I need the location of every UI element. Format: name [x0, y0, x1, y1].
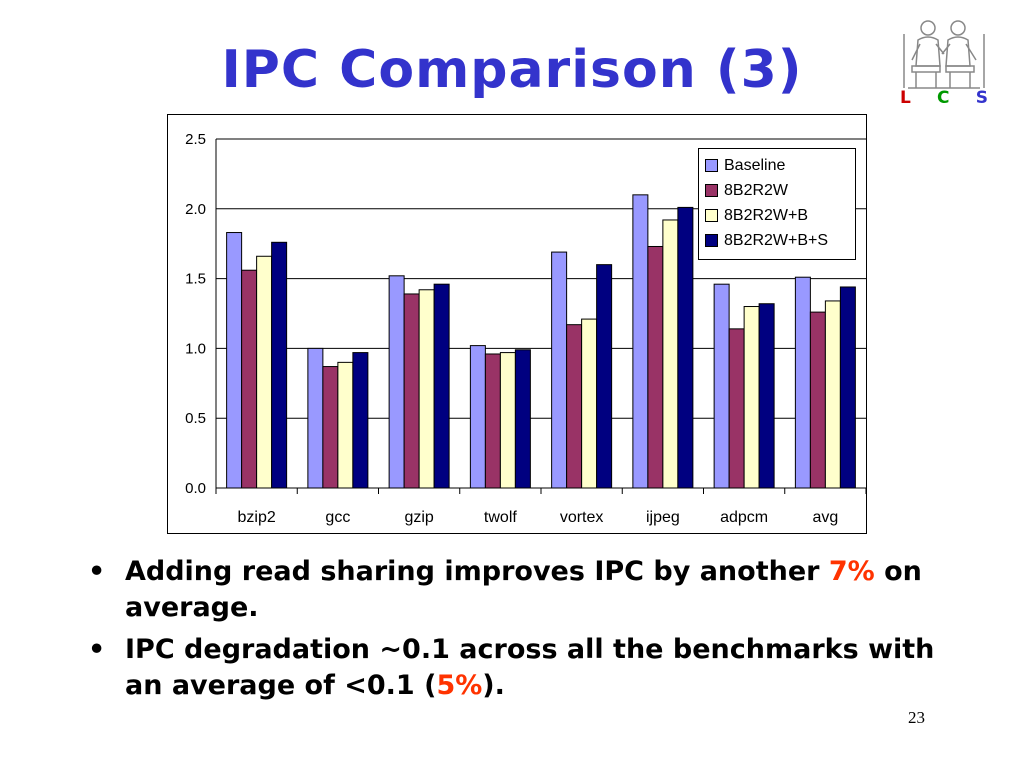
x-tick-label: twolf — [484, 509, 517, 526]
y-tick-label: 1.0 — [185, 340, 206, 357]
bar — [662, 219, 679, 489]
x-tick-label: gcc — [325, 509, 350, 526]
bar — [713, 283, 730, 489]
y-tick-label: 2.0 — [185, 201, 206, 218]
bar — [514, 349, 531, 489]
logo-letter-c: C — [937, 88, 950, 108]
bar — [256, 255, 273, 489]
bar — [433, 283, 450, 489]
bar — [632, 194, 649, 489]
slide-title: IPC Comparison (3) — [221, 40, 803, 100]
legend-swatch — [705, 184, 718, 197]
page-number: 23 — [908, 708, 925, 727]
y-tick-label: 2.5 — [185, 131, 206, 148]
bullet-1-text: Adding read sharing improves IPC by anot… — [125, 556, 829, 587]
bar — [551, 251, 568, 489]
bar — [743, 306, 760, 489]
bar — [794, 276, 811, 489]
bar — [839, 286, 856, 489]
legend-swatch — [705, 234, 718, 247]
logo-letters: L C S — [900, 88, 988, 108]
legend-item: Baseline — [705, 153, 849, 178]
y-tick-label: 0.5 — [185, 410, 206, 427]
bar — [241, 269, 258, 489]
legend-item: 8B2R2W+B — [705, 203, 849, 228]
logo-letter-l: L — [900, 88, 911, 108]
bar — [484, 353, 501, 489]
ipc-bar-chart: 0.0 0.5 1.0 1.5 2.0 2.5 bzip2 gcc gzip twolf vorte… — [185, 131, 866, 526]
bullet-list: • Adding read sharing improves IPC by an… — [88, 554, 948, 710]
bar — [226, 232, 243, 489]
bar — [352, 352, 369, 489]
bullet-2-highlight: 5% — [436, 670, 483, 701]
bar — [403, 293, 420, 489]
bar — [728, 328, 745, 489]
bar — [566, 324, 583, 489]
bar — [307, 347, 324, 489]
legend-item: 8B2R2W+B+S — [705, 228, 849, 253]
bullet-item-2: • IPC degradation ~0.1 across all the be… — [88, 632, 948, 704]
legend-label: 8B2R2W+B — [724, 206, 809, 224]
bullet-1-highlight: 7% — [828, 556, 875, 587]
x-tick-label: bzip2 — [238, 509, 276, 526]
bar — [677, 206, 694, 489]
bar — [596, 264, 613, 489]
x-tick-label: adpcm — [720, 509, 768, 526]
legend-swatch — [705, 209, 718, 222]
x-tick-label: ijpeg — [646, 509, 680, 526]
bar — [581, 318, 598, 489]
bullet-2-tail: ). — [482, 670, 505, 701]
bullet-dot: • — [88, 556, 106, 587]
legend-swatch — [705, 159, 718, 172]
legend-label: 8B2R2W+B+S — [724, 231, 829, 249]
lcs-logo-icon — [903, 20, 985, 89]
x-tick-label: vortex — [560, 509, 604, 526]
bar — [388, 275, 405, 489]
bar — [758, 303, 775, 489]
bar — [337, 361, 354, 489]
bar — [271, 241, 288, 489]
bar — [322, 366, 339, 489]
x-tick-label: gzip — [404, 509, 433, 526]
bullet-dot: • — [88, 634, 106, 665]
bar — [824, 300, 841, 489]
bar — [647, 245, 664, 489]
legend-label: Baseline — [724, 156, 786, 174]
bullet-1-tail: on average. — [125, 556, 922, 623]
logo-letter-s: S — [975, 88, 988, 108]
y-tick-label: 1.5 — [185, 271, 206, 288]
chart-legend: Baseline 8B2R2W 8B2R2W+B 8B2R2W+B+S — [698, 148, 856, 260]
bullet-item-1: • Adding read sharing improves IPC by an… — [88, 554, 948, 626]
y-tick-label: 0.0 — [185, 480, 206, 497]
legend-label: 8B2R2W — [724, 181, 789, 199]
bullet-2-text: IPC degradation ~0.1 across all the benc… — [125, 634, 935, 701]
bar — [499, 352, 516, 489]
chart-frame: 0.0 0.5 1.0 1.5 2.0 2.5 bzip2 gcc gzip twolf vorte… — [167, 114, 867, 534]
bar — [418, 289, 435, 489]
x-tick-label: avg — [812, 509, 838, 526]
legend-item: 8B2R2W — [705, 178, 849, 203]
bar — [809, 311, 826, 489]
bar — [469, 345, 486, 489]
